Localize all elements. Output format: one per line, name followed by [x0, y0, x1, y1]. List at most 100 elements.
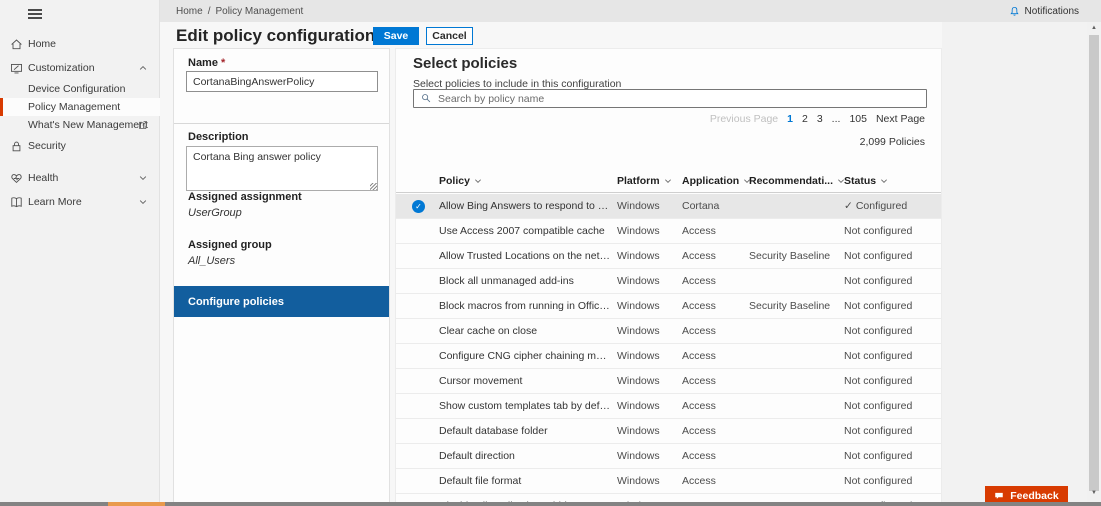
sort-chevron-icon [838, 179, 845, 183]
breadcrumb-separator: / [207, 5, 211, 17]
policy-search-box [413, 89, 927, 108]
sidebar-item-label: Customization [28, 62, 95, 74]
sidebar-item-policy-management[interactable]: Policy Management [0, 98, 160, 116]
pagination: Previous Page 1 2 3... 105 Next Page [710, 113, 925, 125]
status-cell: ✓ Configured [844, 200, 908, 212]
application-cell: Access [682, 475, 716, 487]
policy-cell: Use Access 2007 compatible cache [439, 225, 605, 237]
application-cell: Access [682, 275, 716, 287]
vertical-scrollbar[interactable]: ▲ ▼ [1087, 22, 1101, 502]
platform-cell: Windows [617, 425, 660, 437]
table-row[interactable]: Default direction Windows Access Not config… [396, 444, 941, 469]
scrollbar-down-icon[interactable]: ▼ [1091, 490, 1097, 496]
table-row[interactable]: ✓ Allow Bing Answers to respond to questi… [396, 194, 941, 219]
table-row[interactable]: Default file format Windows Access Not conf… [396, 469, 941, 494]
pagination-ellipsis: ... [831, 113, 841, 125]
breadcrumb-policy-management[interactable]: Policy Management [215, 5, 304, 17]
topbar: Home / Policy Management Notifications [160, 0, 1101, 22]
application-cell: Access [682, 250, 716, 262]
table-row[interactable]: Allow Trusted Locations on the network Wi… [396, 244, 941, 269]
customization-icon [10, 61, 24, 75]
feedback-button[interactable]: Feedback [985, 486, 1068, 505]
content-gutter [942, 22, 1087, 506]
policy-cell: Default file format [439, 475, 522, 487]
table-row[interactable]: Configure CNG cipher chaining mode Window… [396, 344, 941, 369]
required-asterisk: * [221, 57, 226, 69]
column-header-policy[interactable]: Policy [439, 175, 482, 187]
assigned-group-value: All_Users [188, 255, 236, 267]
heart-icon [10, 171, 24, 185]
application-cell: Access [682, 450, 716, 462]
sidebar-item-what-s-new-management[interactable]: What's New Management [0, 116, 160, 134]
selected-check-circle-icon[interactable]: ✓ [412, 200, 425, 213]
table-row[interactable]: Use Access 2007 compatible cache Windows A… [396, 219, 941, 244]
sidebar-item-learn-more[interactable]: Learn More [0, 190, 160, 214]
scrollbar-thumb[interactable] [1089, 35, 1099, 491]
save-button[interactable]: Save [373, 27, 419, 45]
policy-cell: Default direction [439, 450, 515, 462]
sidebar-item-label: Device Configuration [28, 83, 126, 95]
configure-policies-tab[interactable]: Configure policies [174, 286, 389, 317]
application-cell: Access [682, 300, 716, 312]
policy-cell: Show custom templates tab by default in … [439, 400, 611, 412]
previous-page-button[interactable]: Previous Page [709, 113, 779, 125]
policy-cell: Allow Bing Answers to respond to questio… [439, 200, 611, 212]
taskbar-accent [108, 502, 165, 506]
platform-cell: Windows [617, 300, 660, 312]
chevron-down-icon [138, 173, 148, 183]
sort-chevron-icon [881, 179, 888, 183]
description-field[interactable]: Cortana Bing answer policy [186, 146, 378, 191]
sidebar-item-home[interactable]: Home [0, 32, 160, 56]
breadcrumb-home[interactable]: Home [176, 5, 203, 17]
scrollbar-up-icon[interactable]: ▲ [1091, 25, 1097, 31]
table-row[interactable]: Show custom templates tab by default in … [396, 394, 941, 419]
sidebar-item-customization[interactable]: Customization [0, 56, 160, 80]
notifications-button[interactable]: Notifications [1009, 6, 1079, 17]
column-header-status[interactable]: Status [844, 175, 888, 187]
application-cell: Access [682, 350, 716, 362]
page-number-3[interactable]: 3 [816, 113, 823, 125]
sort-chevron-icon [664, 179, 671, 183]
platform-cell: Windows [617, 275, 660, 287]
sort-chevron-icon [744, 179, 751, 183]
search-icon [421, 93, 432, 104]
select-policies-subtitle: Select policies to include in this confi… [413, 78, 622, 90]
name-field[interactable] [186, 71, 378, 92]
bell-icon [1009, 6, 1020, 17]
page-number-2[interactable]: 2 [801, 113, 808, 125]
sidebar-item-device-configuration[interactable]: Device Configuration [0, 80, 160, 98]
table-row[interactable]: Default database folder Windows Access Not … [396, 419, 941, 444]
policy-cell: Default database folder [439, 425, 548, 437]
search-input[interactable] [438, 92, 926, 105]
sidebar-item-label: Policy Management [28, 101, 121, 113]
application-cell: Access [682, 400, 716, 412]
home-icon [10, 37, 24, 51]
hamburger-menu-icon[interactable] [28, 9, 42, 20]
status-cell: Not configured [844, 325, 913, 337]
status-cell: Not configured [844, 275, 913, 287]
page-number-1[interactable]: 1 [787, 113, 793, 125]
resize-grip-icon[interactable] [370, 183, 377, 190]
column-header-application[interactable]: Application [682, 175, 751, 187]
recommendation-cell: Security Baseline [749, 300, 831, 312]
table-row[interactable]: Clear cache on close Windows Access Not con… [396, 319, 941, 344]
platform-cell: Windows [617, 350, 660, 362]
configured-check-icon: ✓ [844, 200, 853, 212]
chevron-down-icon [138, 197, 148, 207]
application-cell: Cortana [682, 200, 720, 212]
cancel-button[interactable]: Cancel [426, 27, 473, 45]
column-header-platform[interactable]: Platform [617, 175, 672, 187]
platform-cell: Windows [617, 225, 660, 237]
table-row[interactable]: Block macros from running in Office file… [396, 294, 941, 319]
column-header-recommendation[interactable]: Recommendati... [749, 175, 845, 187]
next-page-button[interactable]: Next Page [875, 113, 925, 125]
table-row[interactable]: Block all unmanaged add-ins Windows Access… [396, 269, 941, 294]
policy-cell: Block macros from running in Office file… [439, 300, 611, 312]
platform-cell: Windows [617, 475, 660, 487]
page-number-105[interactable]: 105 [849, 113, 867, 125]
sidebar-item-security[interactable]: Security [0, 134, 160, 158]
assigned-assignment-label: Assigned assignment [188, 191, 302, 203]
sidebar-item-health[interactable]: Health [0, 166, 160, 190]
table-row[interactable]: Cursor movement Windows Access Not configur… [396, 369, 941, 394]
platform-cell: Windows [617, 400, 660, 412]
